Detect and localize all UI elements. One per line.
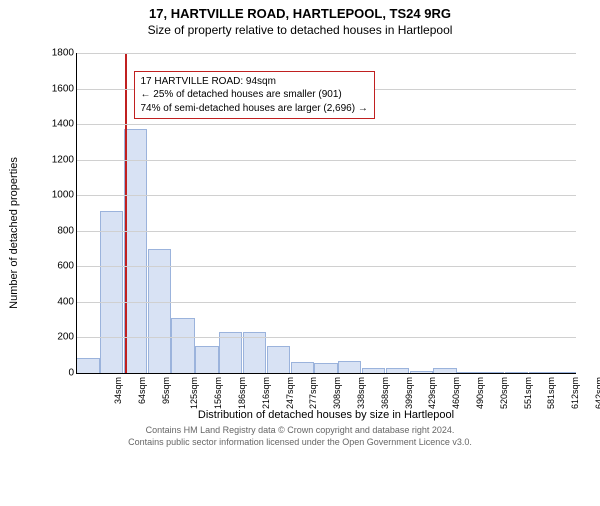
x-tick-label: 186sqm	[237, 377, 247, 409]
gridline	[76, 160, 576, 161]
histogram-bar	[76, 358, 99, 373]
y-tick-label: 1400	[34, 119, 74, 130]
y-tick-label: 400	[34, 296, 74, 307]
histogram-bar	[100, 211, 123, 373]
attribution-text: Contains HM Land Registry data © Crown c…	[0, 425, 600, 448]
y-tick-label: 0	[34, 368, 74, 379]
x-tick-label: 64sqm	[137, 377, 147, 404]
x-tick-label: 520sqm	[499, 377, 509, 409]
x-tick-label: 308sqm	[332, 377, 342, 409]
histogram-bar	[314, 363, 337, 373]
x-tick-label: 551sqm	[523, 377, 533, 409]
histogram-bar	[195, 346, 218, 373]
info-box-line2: ← 25% of detached houses are smaller (90…	[141, 88, 368, 102]
y-tick-label: 600	[34, 261, 74, 272]
x-tick-label: 399sqm	[404, 377, 414, 409]
x-tick-label: 216sqm	[261, 377, 271, 409]
histogram-bar	[291, 362, 314, 373]
x-tick-label: 125sqm	[189, 377, 199, 409]
x-tick-label: 95sqm	[161, 377, 171, 404]
x-tick-label: 247sqm	[285, 377, 295, 409]
x-axis-label: Distribution of detached houses by size …	[76, 409, 576, 421]
attribution-line2: Contains public sector information licen…	[128, 437, 472, 447]
info-box-line3: 74% of semi-detached houses are larger (…	[141, 102, 368, 116]
y-axis-line	[76, 53, 77, 373]
x-tick-label: 490sqm	[475, 377, 485, 409]
x-tick-label: 156sqm	[213, 377, 223, 409]
property-marker-line	[125, 53, 127, 373]
y-tick-label: 800	[34, 225, 74, 236]
x-tick-label: 612sqm	[570, 377, 580, 409]
x-tick-label: 429sqm	[427, 377, 437, 409]
histogram-bar	[338, 361, 361, 373]
y-tick-label: 1000	[34, 190, 74, 201]
y-tick-label: 1600	[34, 83, 74, 94]
x-tick-label: 277sqm	[308, 377, 318, 409]
gridline	[76, 53, 576, 54]
y-axis-label: Number of detached properties	[8, 157, 20, 309]
y-tick-label: 1800	[34, 48, 74, 59]
histogram-bar	[267, 346, 290, 373]
gridline	[76, 195, 576, 196]
property-info-box: 17 HARTVILLE ROAD: 94sqm← 25% of detache…	[134, 71, 375, 120]
chart-container: Number of detached properties Distributi…	[20, 43, 580, 423]
attribution-line1: Contains HM Land Registry data © Crown c…	[146, 425, 455, 435]
x-tick-label: 642sqm	[594, 377, 600, 409]
gridline	[76, 337, 576, 338]
gridline	[76, 373, 576, 374]
gridline	[76, 231, 576, 232]
info-box-line1: 17 HARTVILLE ROAD: 94sqm	[141, 75, 368, 89]
gridline	[76, 302, 576, 303]
y-tick-label: 200	[34, 332, 74, 343]
chart-title-description: Size of property relative to detached ho…	[0, 23, 600, 37]
x-tick-label: 368sqm	[380, 377, 390, 409]
x-tick-label: 338sqm	[356, 377, 366, 409]
gridline	[76, 266, 576, 267]
x-tick-label: 460sqm	[451, 377, 461, 409]
gridline	[76, 124, 576, 125]
histogram-bar	[171, 318, 194, 373]
y-tick-label: 1200	[34, 154, 74, 165]
chart-title-address: 17, HARTVILLE ROAD, HARTLEPOOL, TS24 9RG	[0, 6, 600, 21]
x-tick-label: 581sqm	[547, 377, 557, 409]
x-tick-label: 34sqm	[113, 377, 123, 404]
